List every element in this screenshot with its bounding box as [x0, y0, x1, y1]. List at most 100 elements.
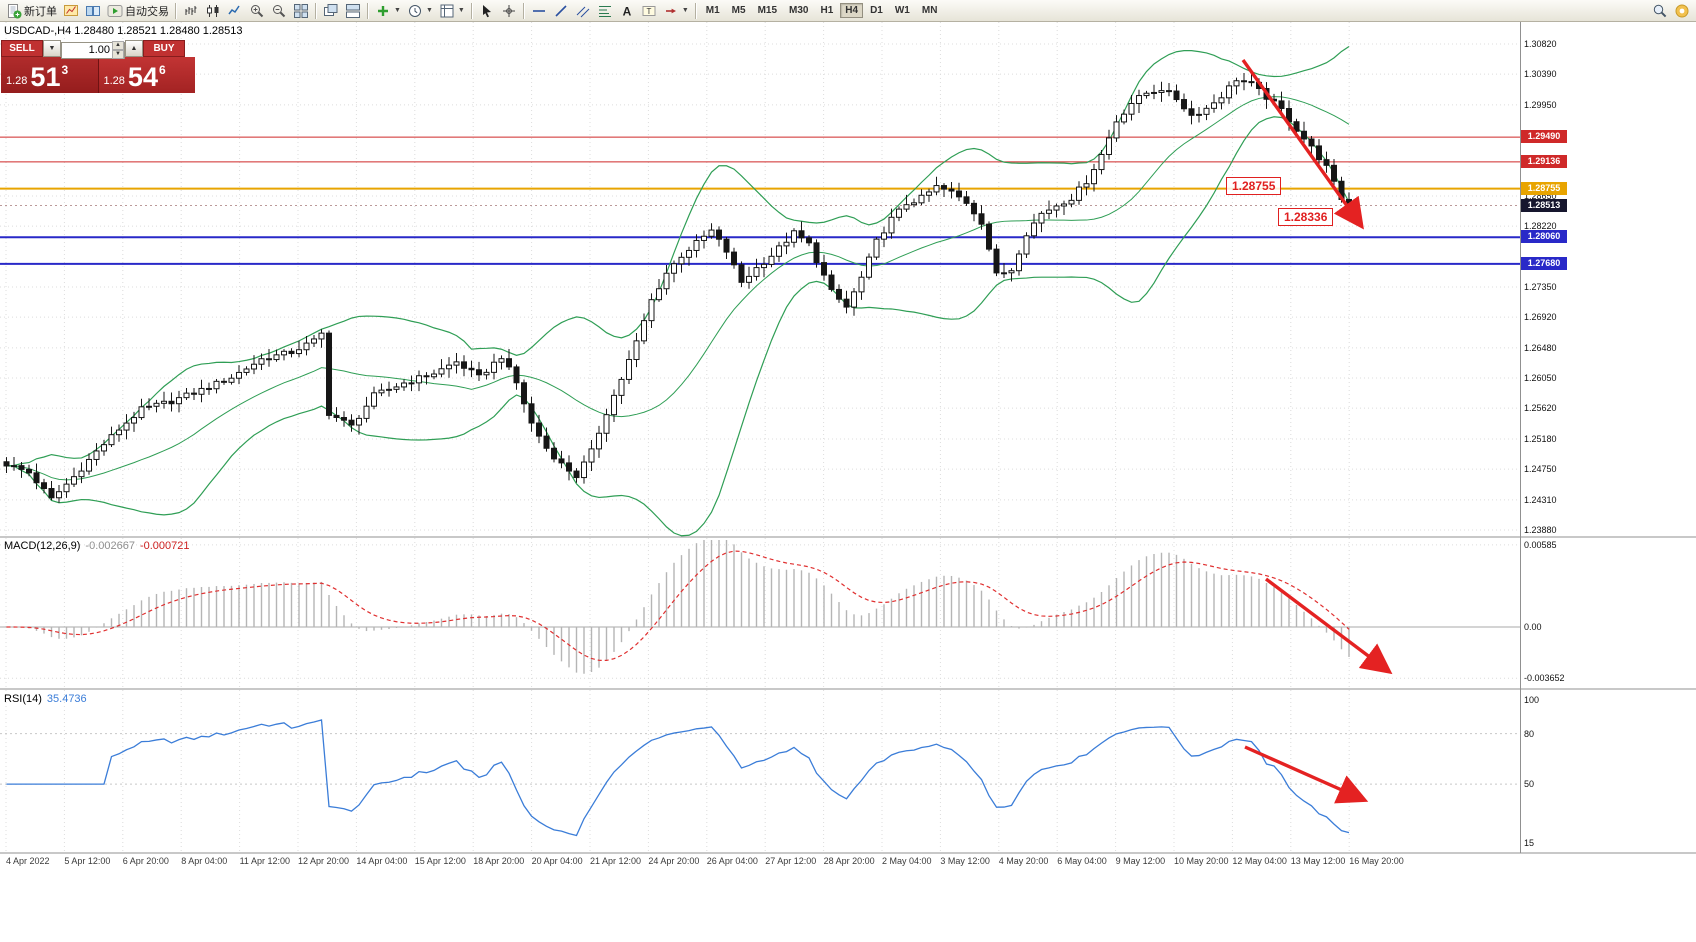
- trend-arrow: [1244, 745, 1369, 804]
- main-toolbar: 新订单 自动交易 ▼ ▼ ▼ A T ▼ M1 M5 M15 M30 H1 H4 D1 W1 MN: [0, 0, 1696, 22]
- sell-price-figure: 1.28: [6, 75, 28, 87]
- timeframe-button-m30[interactable]: M30: [789, 5, 809, 16]
- rsi-axis-label: 50: [1524, 779, 1535, 790]
- add-indicator-button[interactable]: ▼: [372, 0, 404, 21]
- buy-button[interactable]: BUY: [143, 40, 185, 57]
- zoom-in-button[interactable]: [246, 0, 268, 21]
- price-axis-label: 1.28220: [1524, 221, 1557, 232]
- tile-windows-button[interactable]: [290, 0, 312, 21]
- market-watch-button[interactable]: [82, 0, 104, 21]
- sell-price-panel[interactable]: 1.28 51 3: [1, 57, 99, 93]
- timeframe-button-m5[interactable]: M5: [731, 5, 746, 16]
- price-axis-label: 1.23880: [1524, 525, 1557, 535]
- cursor-button[interactable]: [476, 0, 498, 21]
- macd-signal-line: [6, 550, 1350, 662]
- macd-axis-label: 0.00585: [1524, 539, 1557, 550]
- chevron-down-icon: ▼: [394, 7, 401, 14]
- line-chart-icon: [227, 3, 243, 19]
- label-button[interactable]: T: [638, 0, 660, 21]
- toolbar-separator: [175, 2, 177, 19]
- price-axis-label: 1.24750: [1524, 464, 1557, 475]
- price-level-badge: 1.28060: [1521, 230, 1567, 244]
- new-order-button-label: 新订单: [24, 5, 57, 18]
- crosshair-button[interactable]: [498, 0, 520, 21]
- buy-price-panel[interactable]: 1.28 54 6: [98, 57, 195, 93]
- sell-price-pips: 51: [30, 62, 61, 92]
- svg-text:A: A: [622, 4, 631, 18]
- price-annotation[interactable]: 1.28336: [1278, 208, 1334, 226]
- metaquotes-logo[interactable]: [1671, 0, 1693, 21]
- trend-arrow: [1241, 59, 1364, 230]
- rsi-axis-label: 15: [1524, 837, 1535, 848]
- price-level-badge: 1.29490: [1521, 130, 1567, 144]
- zoom-out-button[interactable]: [268, 0, 290, 21]
- date-axis-label: 9 May 12:00: [1115, 856, 1166, 866]
- bollinger-lower-band: [6, 116, 1350, 537]
- chevron-down-icon: ▼: [457, 7, 465, 14]
- plus-icon: [375, 3, 391, 19]
- text-icon: A: [619, 3, 635, 19]
- date-axis-label: 26 Apr 04:00: [706, 856, 758, 866]
- price-level-badge: 1.28513: [1521, 198, 1567, 212]
- sell-button[interactable]: SELL: [1, 40, 43, 57]
- macd-axis-label: -0.003652: [1524, 673, 1565, 684]
- price-level-badge: 1.29136: [1521, 154, 1567, 168]
- buy-dropdown-icon[interactable]: ▲: [125, 40, 143, 57]
- one-click-trade-panel: SELL ▼ ▲▼ ▲ BUY 1.28 51 3 1.28 54 6: [1, 40, 195, 93]
- volume-stepper[interactable]: ▲ ▼: [112, 41, 124, 59]
- templates-button[interactable]: ▼: [436, 0, 468, 21]
- sell-dropdown-icon[interactable]: ▼: [43, 40, 61, 57]
- tile-icon: [293, 3, 309, 19]
- date-axis-label: 8 Apr 04:00: [181, 856, 228, 866]
- timeframe-button-w1[interactable]: W1: [894, 5, 910, 16]
- chevron-down-icon: ▼: [425, 7, 433, 14]
- cascade-windows-button[interactable]: [320, 0, 342, 21]
- candles-layer: [3, 72, 1352, 503]
- autotrading-button[interactable]: 自动交易: [104, 0, 172, 21]
- timeframe-button-mn[interactable]: MN: [921, 5, 938, 16]
- date-axis-label: 14 Apr 04:00: [356, 856, 408, 866]
- tileh-icon: [345, 3, 361, 19]
- cascade-icon: [323, 3, 339, 19]
- crosshair-icon: [501, 3, 517, 19]
- line-chart-button[interactable]: [224, 0, 246, 21]
- date-axis-label: 15 Apr 12:00: [414, 856, 466, 866]
- date-axis-label: 6 Apr 20:00: [122, 856, 169, 866]
- charts-button[interactable]: [60, 0, 82, 21]
- timeframe-button-m15[interactable]: M15: [757, 5, 778, 16]
- bar-chart-button[interactable]: [180, 0, 202, 21]
- trendline-button[interactable]: [550, 0, 572, 21]
- price-axis-label: 1.30390: [1524, 69, 1557, 80]
- date-axis-label: 12 May 04:00: [1232, 856, 1287, 866]
- toolbar-separator: [694, 2, 697, 19]
- svg-text:T: T: [646, 6, 651, 15]
- toolbar-separator: [367, 2, 369, 19]
- date-axis-label: 11 Apr 12:00: [239, 856, 290, 866]
- text-button[interactable]: A: [616, 0, 638, 21]
- rsi-axis-label: 100: [1524, 695, 1540, 705]
- timeframe-button-h4[interactable]: H4: [840, 3, 864, 18]
- new-order-button[interactable]: 新订单: [3, 0, 60, 21]
- price-axis-label: 1.29950: [1524, 99, 1557, 110]
- toolbar-separator: [315, 2, 317, 19]
- timeframe-button-m1[interactable]: M1: [705, 5, 720, 16]
- fibonacci-button[interactable]: [594, 0, 616, 21]
- magnifier-icon: [1652, 3, 1668, 19]
- tile-horizontal-button[interactable]: [342, 0, 364, 21]
- search-zoom-button[interactable]: [1649, 0, 1671, 21]
- timeframe-button-d1[interactable]: D1: [870, 5, 883, 16]
- fibo-icon: [597, 3, 613, 19]
- periods-button[interactable]: ▼: [404, 0, 436, 21]
- chevron-down-icon: ▼: [681, 7, 689, 14]
- arrows-button[interactable]: ▼: [660, 0, 692, 21]
- price-annotation[interactable]: 1.28755: [1226, 177, 1282, 195]
- date-axis-label: 4 Apr 2022: [6, 856, 50, 866]
- horizontal-line-button[interactable]: [528, 0, 550, 21]
- channel-button[interactable]: [572, 0, 594, 21]
- candlestick-button[interactable]: [202, 0, 224, 21]
- trendline-icon: [553, 3, 569, 19]
- label-icon: T: [641, 3, 657, 19]
- toolbar-separator: [522, 2, 525, 19]
- timeframe-button-h1[interactable]: H1: [820, 5, 834, 16]
